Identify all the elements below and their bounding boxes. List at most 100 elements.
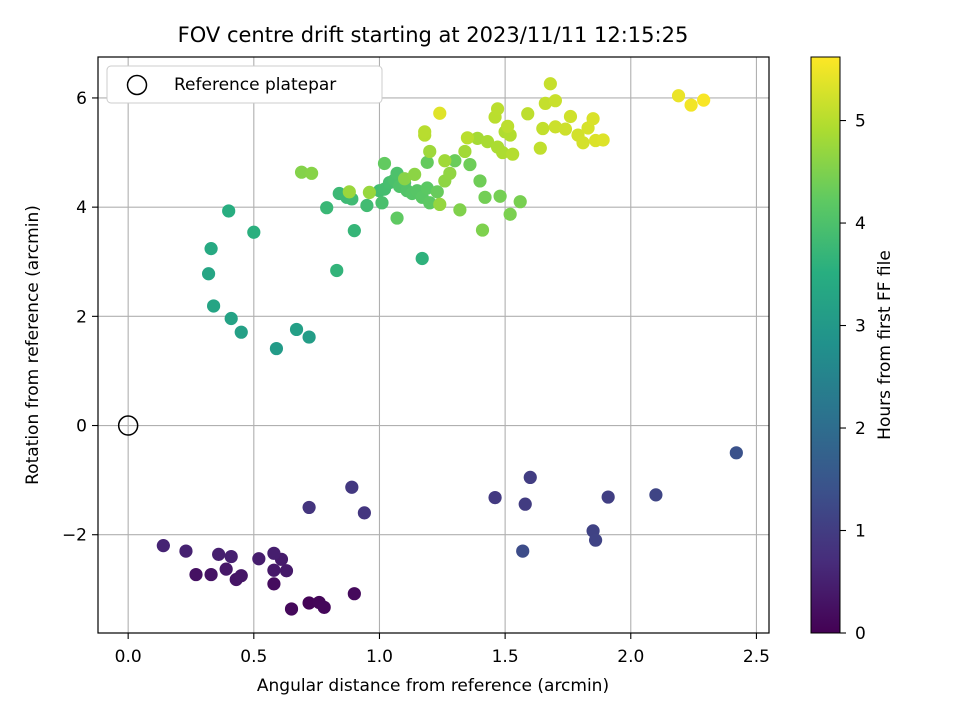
data-point [179,544,193,558]
data-point [345,480,359,494]
data-point [513,195,527,209]
data-point [377,156,392,171]
data-point [470,131,485,145]
legend-box [106,65,383,104]
colorbar: 0 1 2 3 4 5 Hours from first FF file [810,56,895,644]
y-axis-label: Rotation from reference (arcmin) [23,205,43,485]
data-point [588,533,603,547]
data-point [543,77,557,91]
data-point [473,174,487,188]
data-point [430,185,444,199]
data-point [423,196,437,210]
colorbar-gradient [810,56,841,634]
colorbar-tick-label: 2 [855,419,866,439]
x-axis-label: Angular distance from reference (arcmin) [257,676,609,696]
data-point [289,322,304,337]
colorbar-tick-label: 5 [855,112,866,132]
data-point [518,497,532,511]
x-tick-label: 2.0 [617,647,644,667]
data-point [506,147,520,161]
data-point [493,189,507,203]
data-point [347,224,361,238]
data-point [224,549,238,564]
data-point [156,539,170,553]
data-point [480,135,495,149]
data-point [460,131,475,145]
data-point [523,470,537,484]
data-point [490,102,505,116]
data-point [360,198,374,213]
data-point [458,144,472,159]
x-tick-label: 1.5 [492,647,519,667]
y-tick-label: 4 [76,198,87,218]
colorbar-tick-label: 4 [855,214,866,234]
x-tick-label: 1.0 [366,647,393,667]
data-point [247,225,261,239]
data-point [420,155,434,169]
colorbar-tick-label: 3 [855,317,866,337]
data-point [222,204,236,218]
data-point [438,154,452,168]
data-point [488,490,502,505]
data-point [596,133,610,147]
x-tick-label: 2.5 [743,647,770,667]
data-point [478,190,492,204]
reference-marker [117,415,139,436]
legend: Reference platepar [106,65,383,104]
data-point [536,121,550,136]
data-point [302,330,316,344]
data-point [234,569,248,583]
data-point [201,267,216,281]
data-point [475,223,490,237]
data-point [563,109,578,124]
data-point [453,203,467,217]
data-point [521,107,535,121]
data-point [448,154,462,168]
data-point [418,125,432,139]
y-axis-ticks: −2 0 2 4 6 [62,89,98,546]
data-point [390,211,404,225]
data-point [538,96,552,111]
x-tick-label: 0.5 [240,647,267,667]
data-point [189,567,203,582]
data-point [317,600,331,614]
reference-platepar-point [117,415,139,436]
plot-background [98,57,769,633]
data-point [219,562,233,576]
data-point [224,311,238,326]
data-point [533,141,547,155]
legend-entry-reference: Reference platepar [174,75,336,95]
data-point [433,106,447,120]
data-point [548,120,562,134]
data-point [463,157,477,172]
data-point [302,596,316,610]
data-point [330,263,344,278]
data-point [586,112,600,126]
data-point [423,144,437,159]
data-point [294,165,309,179]
data-point [320,201,334,215]
data-point [415,251,429,266]
plot-frame [97,56,770,634]
chart-title: FOV centre drift starting at 2023/11/11 … [178,23,689,47]
y-tick-label: 0 [76,417,87,437]
data-point [279,564,294,578]
data-point [252,552,266,566]
data-point [601,490,615,504]
data-point [408,167,422,181]
data-point [342,185,356,199]
data-point [548,94,562,108]
data-point [212,547,226,561]
data-point [420,181,434,195]
data-point [433,197,447,212]
data-point [302,500,316,515]
data-point [357,506,371,520]
data-point [362,185,377,200]
data-point [501,119,515,133]
data-point [269,341,284,356]
y-tick-label: 2 [76,307,87,327]
data-point [267,577,281,591]
colorbar-tick-label: 0 [855,624,866,644]
legend-marker-icon [126,74,148,96]
